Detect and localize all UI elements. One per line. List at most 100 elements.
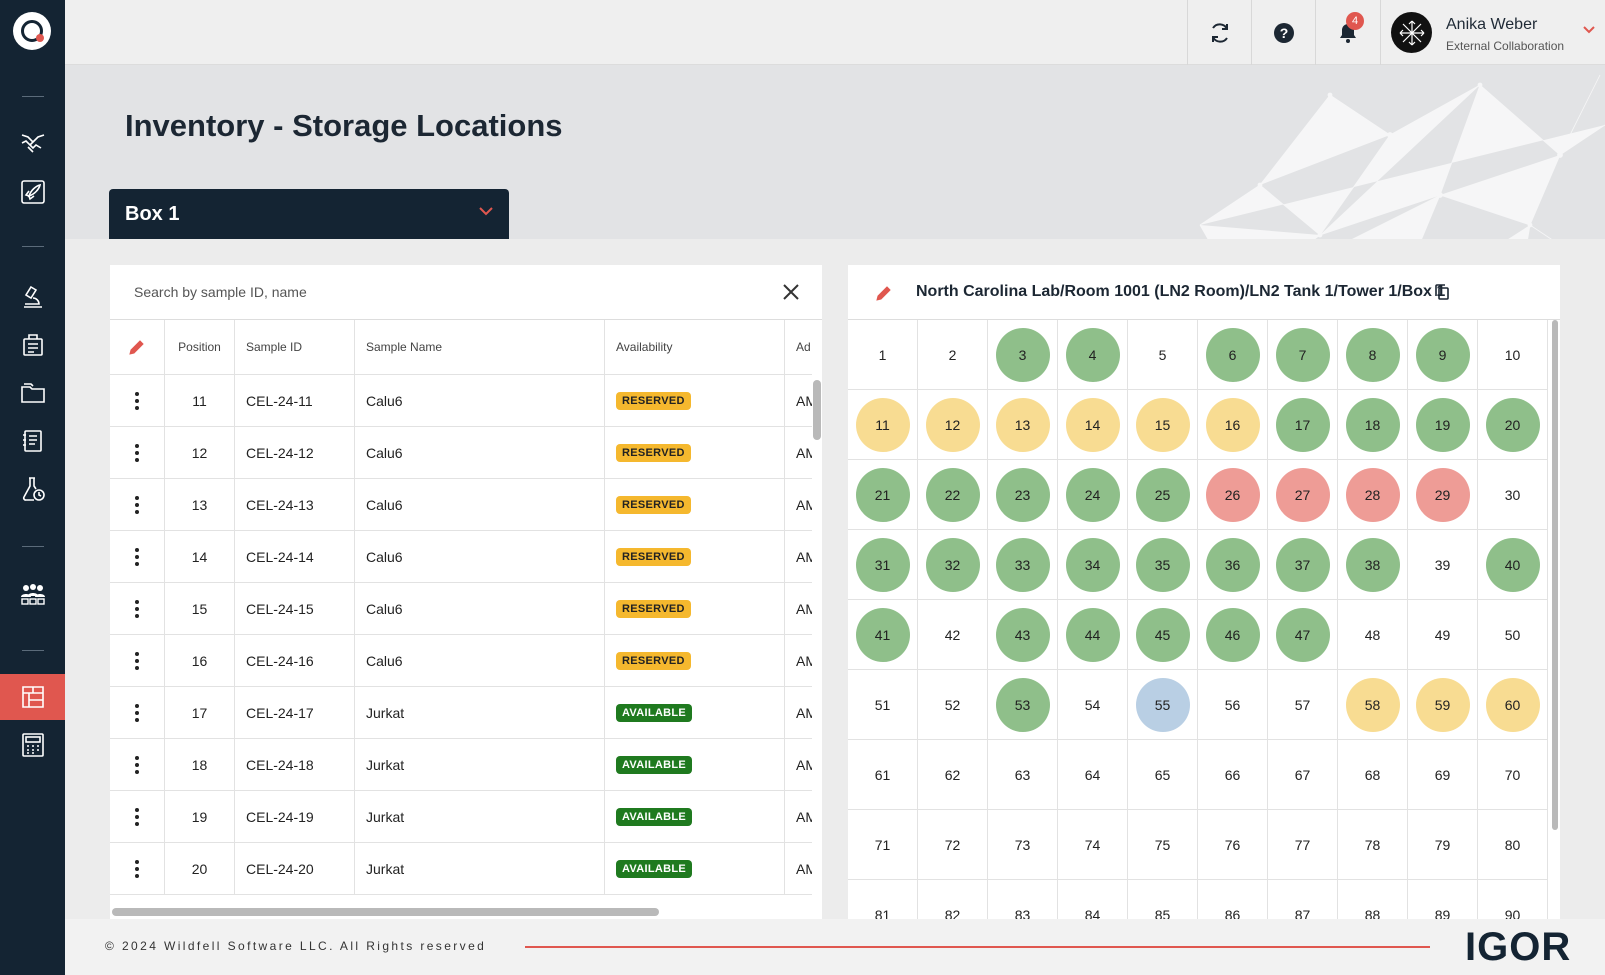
grid-position[interactable]: 50: [1478, 600, 1548, 670]
grid-position[interactable]: 36: [1198, 530, 1268, 600]
more-vertical-icon[interactable]: [134, 807, 140, 827]
table-row[interactable]: 14 CEL-24-14 Calu6 RESERVED AM: [110, 531, 812, 583]
grid-position[interactable]: 53: [988, 670, 1058, 740]
grid-position[interactable]: 71: [848, 810, 918, 880]
table-row[interactable]: 12 CEL-24-12 Calu6 RESERVED AM: [110, 427, 812, 479]
pencil-icon[interactable]: [127, 337, 147, 357]
grid-position[interactable]: 79: [1408, 810, 1478, 880]
grid-position[interactable]: 33: [988, 530, 1058, 600]
user-menu[interactable]: Anika Weber External Collaboration: [1380, 0, 1605, 65]
more-vertical-icon[interactable]: [134, 495, 140, 515]
storage-inventory-icon[interactable]: [0, 674, 65, 720]
grid-position[interactable]: 39: [1408, 530, 1478, 600]
grid-position[interactable]: 65: [1128, 740, 1198, 810]
handshake-icon[interactable]: [0, 120, 65, 166]
table-row[interactable]: 17 CEL-24-17 Jurkat AVAILABLE AM: [110, 687, 812, 739]
grid-position[interactable]: 57: [1268, 670, 1338, 740]
grid-position[interactable]: 52: [918, 670, 988, 740]
grid-position[interactable]: 75: [1128, 810, 1198, 880]
grid-position[interactable]: 37: [1268, 530, 1338, 600]
grid-position[interactable]: 38: [1338, 530, 1408, 600]
table-row[interactable]: 19 CEL-24-19 Jurkat AVAILABLE AM: [110, 791, 812, 843]
grid-position[interactable]: 31: [848, 530, 918, 600]
table-row[interactable]: 16 CEL-24-16 Calu6 RESERVED AM: [110, 635, 812, 687]
grid-position[interactable]: 35: [1128, 530, 1198, 600]
grid-position[interactable]: 29: [1408, 460, 1478, 530]
grid-position[interactable]: 48: [1338, 600, 1408, 670]
grid-position[interactable]: 11: [848, 390, 918, 460]
table-row[interactable]: 20 CEL-24-20 Jurkat AVAILABLE AM: [110, 843, 812, 895]
grid-position[interactable]: 5: [1128, 320, 1198, 390]
grid-position[interactable]: 8: [1338, 320, 1408, 390]
table-row[interactable]: 13 CEL-24-13 Calu6 RESERVED AM: [110, 479, 812, 531]
grid-position[interactable]: 24: [1058, 460, 1128, 530]
grid-position[interactable]: 63: [988, 740, 1058, 810]
more-vertical-icon[interactable]: [134, 651, 140, 671]
grid-position[interactable]: 1: [848, 320, 918, 390]
more-vertical-icon[interactable]: [134, 391, 140, 411]
grid-position[interactable]: 41: [848, 600, 918, 670]
table-row[interactable]: 18 CEL-24-18 Jurkat AVAILABLE AM: [110, 739, 812, 791]
grid-position[interactable]: 61: [848, 740, 918, 810]
grid-position[interactable]: 3: [988, 320, 1058, 390]
grid-vertical-scrollbar[interactable]: [1552, 320, 1558, 830]
grid-position[interactable]: 18: [1338, 390, 1408, 460]
notifications-button[interactable]: 4: [1315, 0, 1379, 65]
grid-position[interactable]: 59: [1408, 670, 1478, 740]
grid-position[interactable]: 2: [918, 320, 988, 390]
grid-position[interactable]: 16: [1198, 390, 1268, 460]
grid-position[interactable]: 15: [1128, 390, 1198, 460]
grid-position[interactable]: 83: [988, 880, 1058, 919]
grid-position[interactable]: 82: [918, 880, 988, 919]
close-icon[interactable]: [782, 283, 800, 301]
grid-position[interactable]: 54: [1058, 670, 1128, 740]
box-select[interactable]: Box 1: [109, 189, 509, 239]
grid-position[interactable]: 86: [1198, 880, 1268, 919]
grid-position[interactable]: 43: [988, 600, 1058, 670]
grid-position[interactable]: 19: [1408, 390, 1478, 460]
grid-position[interactable]: 7: [1268, 320, 1338, 390]
column-header-sample-id[interactable]: Sample ID: [235, 320, 355, 374]
grid-position[interactable]: 22: [918, 460, 988, 530]
grid-position[interactable]: 78: [1338, 810, 1408, 880]
table-row[interactable]: 15 CEL-24-15 Calu6 RESERVED AM: [110, 583, 812, 635]
grid-position[interactable]: 26: [1198, 460, 1268, 530]
more-vertical-icon[interactable]: [134, 547, 140, 567]
more-vertical-icon[interactable]: [134, 703, 140, 723]
grid-position[interactable]: 10: [1478, 320, 1548, 390]
grid-position[interactable]: 84: [1058, 880, 1128, 919]
calculator-icon[interactable]: [0, 722, 65, 768]
grid-position[interactable]: 60: [1478, 670, 1548, 740]
grid-position[interactable]: 51: [848, 670, 918, 740]
grid-position[interactable]: 58: [1338, 670, 1408, 740]
grid-position[interactable]: 42: [918, 600, 988, 670]
grid-position[interactable]: 88: [1338, 880, 1408, 919]
grid-position[interactable]: 66: [1198, 740, 1268, 810]
grid-position[interactable]: 44: [1058, 600, 1128, 670]
grid-position[interactable]: 4: [1058, 320, 1128, 390]
grid-position[interactable]: 80: [1478, 810, 1548, 880]
lab-report-icon[interactable]: [0, 322, 65, 368]
grid-position[interactable]: 21: [848, 460, 918, 530]
more-vertical-icon[interactable]: [134, 859, 140, 879]
grid-position[interactable]: 28: [1338, 460, 1408, 530]
grid-position[interactable]: 46: [1198, 600, 1268, 670]
grid-position[interactable]: 64: [1058, 740, 1128, 810]
microscope-icon[interactable]: [0, 274, 65, 320]
grid-position[interactable]: 77: [1268, 810, 1338, 880]
grid-position[interactable]: 85: [1128, 880, 1198, 919]
table-row[interactable]: 11 CEL-24-11 Calu6 RESERVED AM: [110, 375, 812, 427]
column-header-sample-name[interactable]: Sample Name: [355, 320, 605, 374]
grid-position[interactable]: 17: [1268, 390, 1338, 460]
folders-icon[interactable]: [0, 370, 65, 416]
grid-position[interactable]: 47: [1268, 600, 1338, 670]
column-header-additional[interactable]: Ad: [796, 340, 811, 354]
grid-position[interactable]: 13: [988, 390, 1058, 460]
refresh-icon[interactable]: [1187, 0, 1251, 65]
search-bar[interactable]: Search by sample ID, name: [110, 265, 822, 320]
column-header-position[interactable]: Position: [165, 320, 235, 374]
rocket-icon[interactable]: [0, 169, 65, 215]
grid-position[interactable]: 40: [1478, 530, 1548, 600]
grid-position[interactable]: 67: [1268, 740, 1338, 810]
grid-position[interactable]: 27: [1268, 460, 1338, 530]
